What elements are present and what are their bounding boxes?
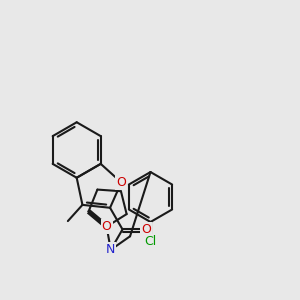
Text: O: O (141, 223, 151, 236)
Text: O: O (102, 220, 112, 233)
Text: O: O (116, 176, 126, 189)
Text: Cl: Cl (144, 235, 157, 248)
Text: N: N (106, 243, 116, 256)
